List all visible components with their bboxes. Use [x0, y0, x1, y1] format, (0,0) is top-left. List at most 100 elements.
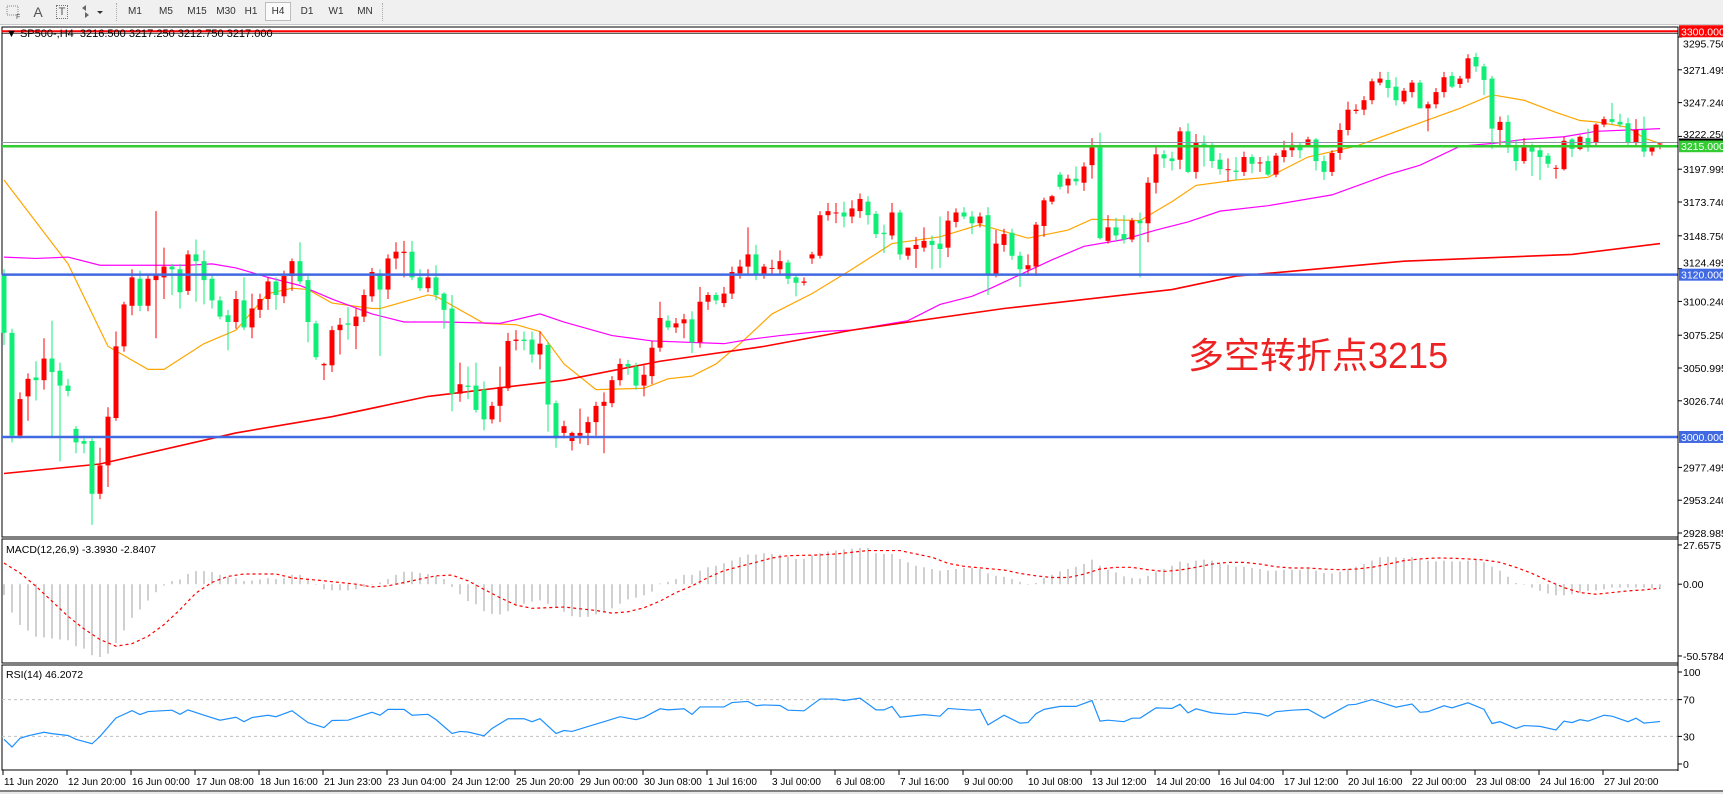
candle — [1225, 158, 1231, 182]
candle — [1569, 138, 1575, 158]
candle — [97, 447, 103, 500]
time-axis-label: 3 Jul 00:00 — [772, 777, 821, 788]
macd-bar — [915, 565, 917, 585]
candle-body — [433, 277, 439, 295]
candle — [1097, 132, 1103, 240]
font-icon[interactable]: A — [28, 3, 48, 21]
candle-body — [1593, 124, 1599, 143]
chart-area[interactable]: 3295.750 3271.495 3247.240 3222.250 3197.995… — [0, 25, 1723, 794]
current-price-marker — [1679, 138, 1723, 141]
candle-body — [89, 441, 95, 494]
macd-bar — [1555, 584, 1557, 596]
candle — [1417, 79, 1423, 109]
candle-body — [1025, 265, 1031, 270]
toolbar-separator — [116, 3, 119, 21]
macd-bar — [1211, 560, 1213, 585]
candle-body — [1489, 78, 1495, 129]
macd-bar — [1003, 576, 1005, 585]
text-box-icon[interactable]: T — [52, 3, 72, 21]
timeframe-m1-button[interactable]: M1 — [128, 6, 142, 17]
timeframe-h1-button[interactable]: H1 — [244, 6, 258, 17]
candle-body — [937, 243, 943, 249]
candle — [961, 207, 967, 220]
candle-body — [1353, 109, 1359, 112]
time-axis-label: 16 Jun 00:00 — [132, 777, 190, 788]
macd-bar — [539, 584, 541, 601]
price-axis-label: 3247.240 — [1683, 98, 1723, 110]
candle-body — [1545, 155, 1551, 164]
candle-body — [257, 299, 263, 310]
macd-bar — [963, 568, 965, 585]
candle — [1465, 54, 1471, 83]
candle — [521, 331, 527, 351]
candle — [1361, 96, 1367, 116]
candle-body — [113, 346, 119, 419]
text-options-icon[interactable]: F — [4, 3, 24, 21]
candle — [185, 250, 191, 295]
candle-body — [265, 281, 271, 300]
candle — [249, 293, 255, 339]
candle-body — [897, 212, 903, 255]
macd-bar — [443, 579, 445, 585]
arrows-icon[interactable] — [78, 3, 106, 21]
candle — [865, 196, 871, 225]
macd-bar — [1467, 560, 1469, 585]
timeframe-w1-button[interactable]: W1 — [328, 6, 344, 17]
candle-body — [217, 300, 223, 317]
macd-bar — [691, 574, 693, 585]
price-axis-label: 3026.740 — [1683, 396, 1723, 408]
time-axis-label: 22 Jul 00:00 — [1412, 777, 1467, 788]
candle — [913, 236, 919, 268]
macd-bar — [667, 581, 669, 585]
timeframe-m5-button[interactable]: M5 — [159, 6, 173, 17]
candle-body — [913, 244, 919, 249]
timeframe-d1-button[interactable]: D1 — [300, 6, 314, 17]
candle — [1145, 177, 1151, 243]
candle — [1441, 71, 1447, 98]
macd-bar — [11, 584, 13, 613]
candle-body — [1561, 140, 1567, 170]
candle-body — [1241, 157, 1247, 172]
timeframe-mn-button[interactable]: MN — [357, 6, 373, 17]
candle-body — [393, 251, 399, 259]
macd-bar — [1139, 578, 1141, 585]
candle-body — [97, 465, 103, 494]
candle-body — [697, 301, 703, 343]
moving-average-ma-slow — [3, 242, 1661, 475]
candle — [633, 362, 639, 390]
macd-panel — [1, 538, 1679, 664]
candle-body — [1081, 166, 1087, 183]
macd-bar — [867, 548, 869, 585]
candle — [905, 247, 911, 260]
candle — [1473, 52, 1479, 72]
candle-body — [417, 277, 423, 289]
macd-bar — [179, 579, 181, 585]
macd-bar — [1619, 584, 1621, 588]
candle — [1481, 63, 1487, 95]
candle — [1, 269, 7, 346]
candle — [977, 212, 983, 228]
macd-bar — [1395, 557, 1397, 585]
timeframe-m15-button[interactable]: M15 — [187, 6, 207, 17]
candle — [145, 274, 151, 312]
candle-body — [1641, 129, 1647, 152]
candle — [793, 274, 799, 297]
candle-body — [721, 293, 727, 304]
macd-bar — [1627, 584, 1629, 588]
candle — [1041, 197, 1047, 237]
candle-body — [1585, 138, 1591, 145]
candle-body — [297, 261, 303, 282]
collapse-triangle-icon[interactable]: ▼ — [6, 28, 20, 40]
candle-body — [841, 212, 847, 217]
candle — [1001, 228, 1007, 252]
macd-bar — [355, 584, 357, 590]
candle — [1561, 136, 1567, 171]
candle — [1641, 116, 1647, 158]
timeframe-m30-button[interactable]: M30 — [216, 6, 236, 17]
candle — [473, 362, 479, 413]
timeframe-h4-button[interactable]: H4 — [265, 2, 291, 21]
candle-body — [1465, 58, 1471, 79]
macd-bar — [1011, 579, 1013, 585]
candle — [329, 326, 335, 373]
macd-bar — [1115, 572, 1117, 585]
